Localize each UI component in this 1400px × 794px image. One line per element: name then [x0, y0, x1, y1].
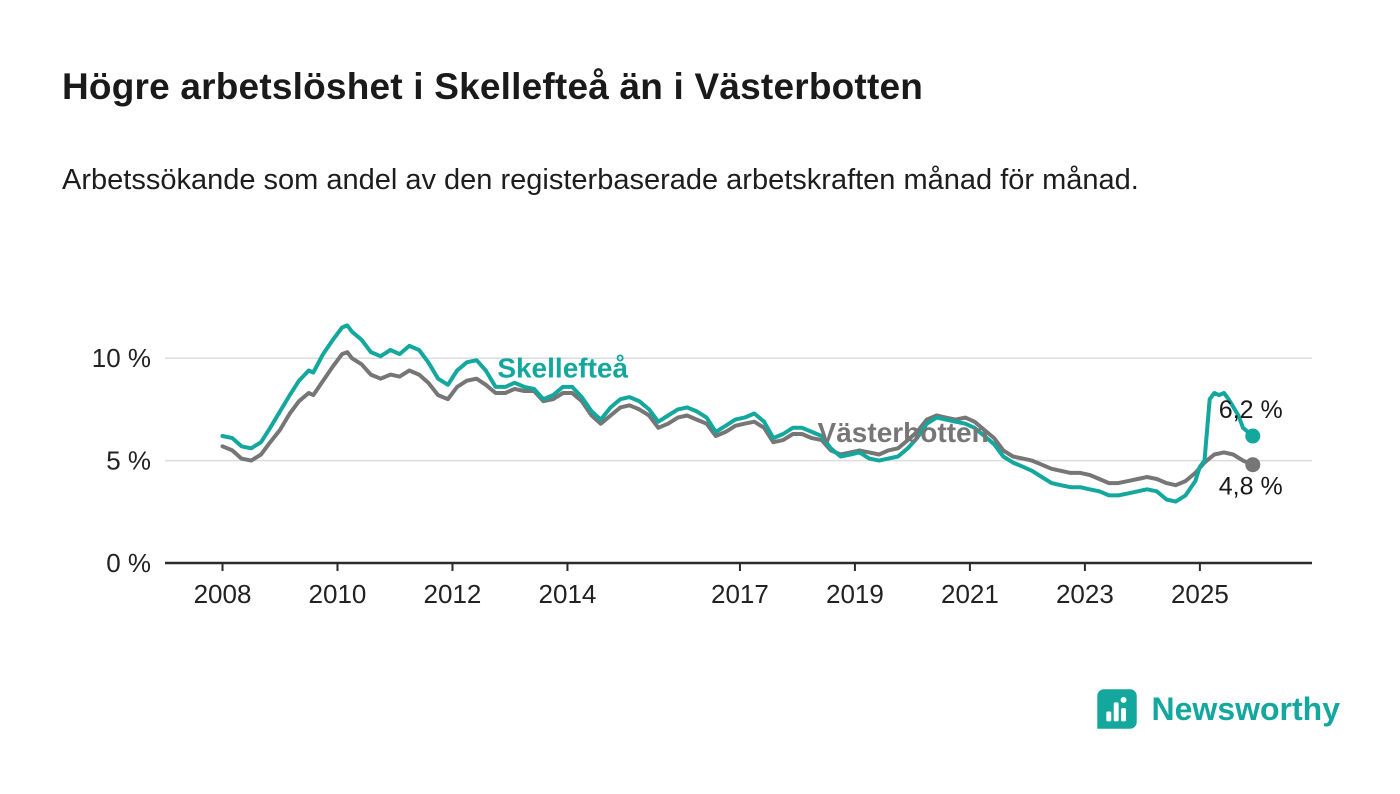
y-tick-label: 0 % [106, 548, 151, 578]
brand-footer: Newsworthy [1094, 686, 1340, 732]
x-tick-label: 2012 [424, 579, 482, 609]
x-tick-label: 2017 [711, 579, 769, 609]
series-line-skelleftea [220, 323, 1255, 504]
x-tick-label: 2010 [309, 579, 367, 609]
y-tick-label: 5 % [106, 446, 151, 476]
x-tick-label: 2023 [1056, 579, 1114, 609]
series-end-label-skelleftea: 6,2 % [1219, 396, 1283, 424]
series-end-dot-skelleftea [1245, 428, 1261, 444]
chart-subtitle: Arbetssökande som andel av den registerb… [62, 164, 1139, 196]
x-tick-label: 2019 [826, 579, 884, 609]
x-tick-label: 2025 [1171, 579, 1229, 609]
newsworthy-pin-barchart-icon [1094, 686, 1140, 732]
series-line-vasterbotten [220, 350, 1255, 488]
series-label-vasterbotten: Västerbotten [818, 417, 989, 448]
series-label-skelleftea: Skellefteå [497, 353, 628, 384]
y-tick-label: 10 % [92, 343, 151, 373]
series-end-dot-vasterbotten [1245, 457, 1261, 473]
series-end-label-vasterbotten: 4,8 % [1219, 473, 1283, 501]
x-tick-label: 2014 [539, 579, 597, 609]
chart-title: Högre arbetslöshet i Skellefteå än i Väs… [62, 66, 924, 107]
x-tick-label: 2008 [194, 579, 252, 609]
x-tick-label: 2021 [941, 579, 999, 609]
brand-name: Newsworthy [1151, 690, 1340, 727]
